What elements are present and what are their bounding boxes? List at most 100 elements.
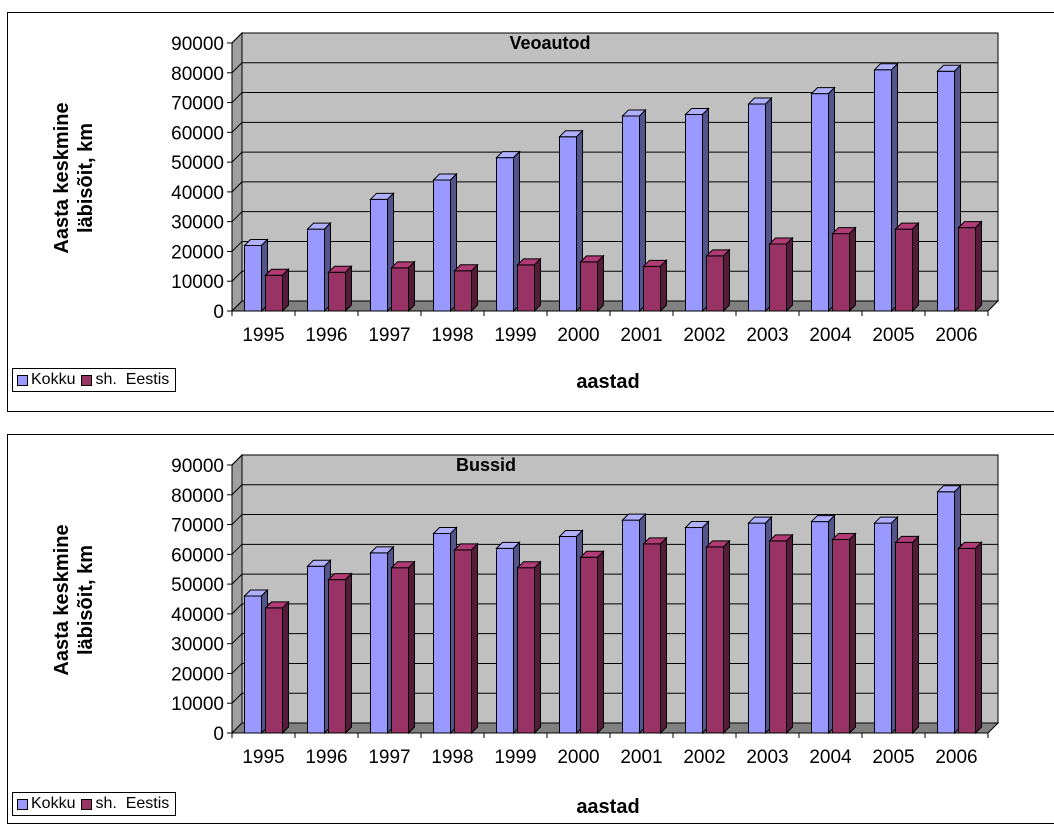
bar-side xyxy=(849,226,856,313)
chart-bussid-svg: 0 10000 20000 30000 40000 50000 60000 70000 8000… xyxy=(51,453,1000,818)
bar-kokku xyxy=(873,62,899,313)
bar-eestis xyxy=(579,254,605,313)
x-tick-label: 2000 xyxy=(557,325,599,346)
y-tick-label: 10000 xyxy=(171,694,224,715)
gridline-side xyxy=(231,543,243,555)
bar-front xyxy=(391,567,409,734)
x-tick-label: 2005 xyxy=(872,747,914,768)
gridline-side xyxy=(231,121,243,133)
bar-eestis xyxy=(327,265,353,313)
x-tick-label: 2003 xyxy=(746,747,788,768)
bar-eestis xyxy=(264,600,290,735)
bar-front xyxy=(685,527,703,734)
bar-eestis xyxy=(579,550,605,735)
bar-front xyxy=(433,179,451,312)
x-tick-label: 2002 xyxy=(683,747,725,768)
bar-front xyxy=(496,547,514,734)
bar-front xyxy=(937,491,955,734)
bar-front xyxy=(244,595,262,734)
gridline-side xyxy=(231,211,243,223)
gridline-side xyxy=(231,692,243,704)
bar-front xyxy=(580,556,598,734)
bar-kokku xyxy=(495,150,521,313)
y-axis-label: Aasta keskmine läbisõit, km xyxy=(51,102,97,253)
x-tick-label: 2000 xyxy=(557,747,599,768)
bar-front xyxy=(958,227,976,312)
y-tick-label: 90000 xyxy=(171,456,224,477)
bar-side xyxy=(723,539,730,735)
bar-kokku xyxy=(747,515,773,735)
y-tick-label: 0 xyxy=(213,724,224,745)
bar-kokku xyxy=(306,559,332,735)
bar-eestis xyxy=(957,541,983,735)
x-tick-label: 2001 xyxy=(620,325,662,346)
gridline-side xyxy=(231,270,243,282)
bar-side xyxy=(597,254,604,313)
bar-front xyxy=(307,565,325,734)
bar-eestis xyxy=(894,535,920,735)
bar-front xyxy=(370,198,388,312)
bar-side xyxy=(345,265,352,313)
bar-front xyxy=(874,69,892,312)
bar-kokku xyxy=(306,221,332,313)
x-tick-label: 2003 xyxy=(746,325,788,346)
bar-side xyxy=(975,541,982,735)
x-tick-label: 2004 xyxy=(809,747,852,768)
y-tick-label: 40000 xyxy=(171,183,224,204)
bar-front xyxy=(895,541,913,734)
bar-eestis xyxy=(453,263,479,313)
y-tick-label: 90000 xyxy=(171,34,224,55)
bar-side xyxy=(849,532,856,735)
x-tick-label: 1997 xyxy=(368,325,410,346)
bar-front xyxy=(748,522,766,734)
y-tick-label: 30000 xyxy=(171,213,224,234)
bar-eestis xyxy=(705,539,731,735)
bar-front xyxy=(328,579,346,734)
bar-side xyxy=(408,560,415,735)
bar-kokku xyxy=(621,512,647,735)
bar-front xyxy=(811,521,829,734)
bar-eestis xyxy=(516,560,542,735)
bar-eestis xyxy=(831,532,857,735)
bar-front xyxy=(958,547,976,734)
legend-swatch-kokku xyxy=(17,798,28,810)
bar-front xyxy=(748,103,766,312)
bar-front xyxy=(454,549,472,734)
bar-side xyxy=(471,542,478,735)
bar-eestis xyxy=(453,542,479,735)
bar-kokku xyxy=(369,545,395,735)
x-tick-label: 1995 xyxy=(242,325,284,346)
bar-kokku xyxy=(810,514,836,735)
x-tick-label: 1996 xyxy=(305,747,347,768)
x-tick-label: 1998 xyxy=(431,747,473,768)
gridline-side xyxy=(231,663,243,674)
bar-kokku xyxy=(558,129,584,313)
bar-front xyxy=(559,136,577,312)
legend-item-kokku: Kokku xyxy=(17,371,75,389)
x-tick-label: 1995 xyxy=(242,747,284,768)
bar-front xyxy=(307,228,325,312)
bar-side xyxy=(597,550,604,735)
y-tick-label: 70000 xyxy=(171,94,224,115)
bar-side xyxy=(660,259,667,313)
bar-front xyxy=(454,270,472,312)
plot-side-wall xyxy=(231,453,243,735)
bar-eestis xyxy=(705,248,731,313)
y-tick-label: 0 xyxy=(213,302,224,323)
bar-front xyxy=(811,93,829,312)
legend-swatch-eestis xyxy=(81,374,93,386)
bar-side xyxy=(534,560,541,735)
bar-front xyxy=(496,157,514,312)
bar-side xyxy=(786,533,793,735)
bar-kokku xyxy=(810,86,836,313)
y-axis-label-line1: Aasta keskmine xyxy=(51,524,73,675)
bar-eestis xyxy=(390,260,416,313)
y-tick-label: 10000 xyxy=(171,272,224,293)
bar-front xyxy=(265,607,283,734)
bar-eestis xyxy=(768,533,794,735)
legend-label-eestis: sh. Eestis xyxy=(95,371,170,388)
x-tick-label: 2006 xyxy=(935,325,977,346)
gridline-side xyxy=(231,454,243,466)
bar-side xyxy=(912,535,919,735)
bar-front xyxy=(622,115,640,312)
